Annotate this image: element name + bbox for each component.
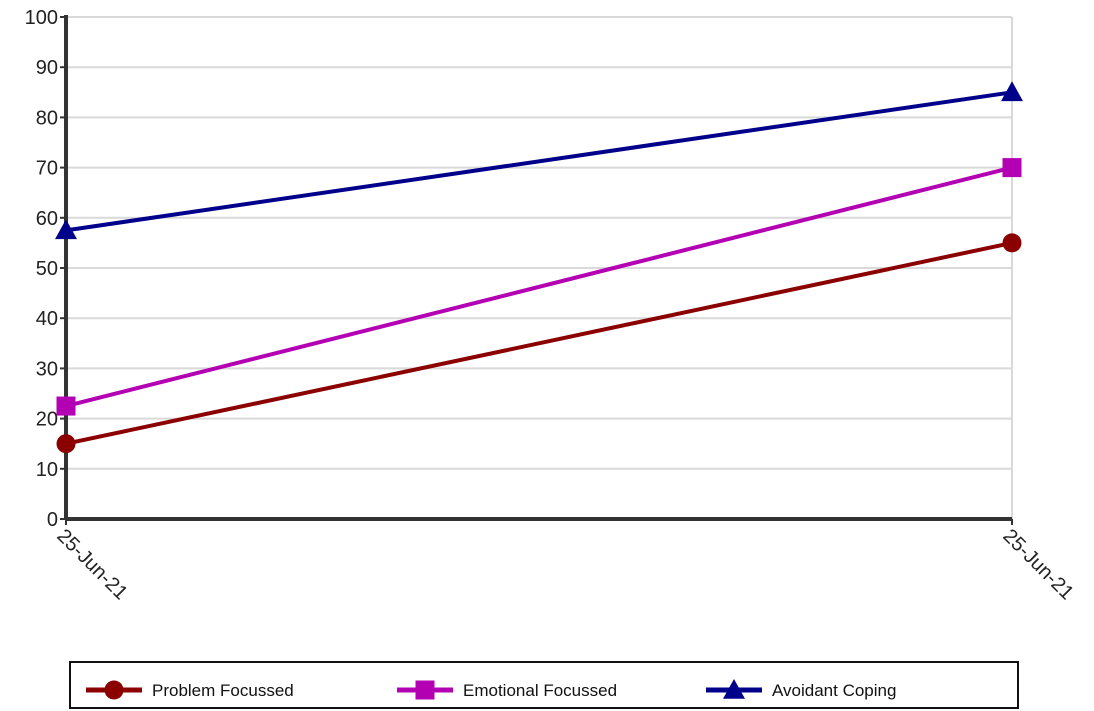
- series-line: [65, 165, 1013, 408]
- y-tick-label: 50: [36, 258, 58, 280]
- y-tick-label: 10: [36, 459, 58, 481]
- series-problem-focussed: [56, 233, 1022, 454]
- legend-marker: [415, 680, 435, 700]
- data-point: [1002, 233, 1022, 253]
- y-axis-ticks: 0 10 20 30 40 50 60 70 80 90 100: [25, 7, 66, 531]
- legend-label: Emotional Focussed: [463, 681, 617, 700]
- legend-box: [69, 661, 1019, 709]
- legend-label: Avoidant Coping: [772, 681, 896, 700]
- series-emotional-focussed: [56, 158, 1022, 416]
- y-tick-label: 20: [36, 409, 58, 431]
- x-tick-label: 25-Jun-21: [998, 525, 1077, 604]
- data-point: [56, 396, 76, 416]
- series: [55, 81, 1023, 454]
- data-point: [56, 434, 76, 454]
- legend: Problem Focussed Emotional Focussed Avoida…: [69, 661, 1019, 709]
- data-point: [1002, 158, 1022, 178]
- y-tick-label: 60: [36, 208, 58, 230]
- grid-lines: [66, 16, 1013, 519]
- legend-label: Problem Focussed: [152, 681, 294, 700]
- legend-item: Emotional Focussed: [397, 680, 617, 700]
- y-tick-label: 40: [36, 308, 58, 330]
- series-avoidant-coping: [55, 81, 1023, 240]
- legend-marker: [723, 679, 745, 699]
- y-tick-label: 100: [25, 7, 58, 29]
- legend-marker: [104, 680, 124, 700]
- series-line: [65, 240, 1013, 446]
- y-tick-label: 80: [36, 107, 58, 129]
- y-tick-label: 70: [36, 158, 58, 180]
- x-axis-ticks: 25-Jun-21 25-Jun-21: [52, 519, 1078, 604]
- data-point: [1001, 81, 1023, 102]
- data-point: [55, 219, 77, 240]
- series-line: [65, 90, 1013, 233]
- legend-item: Avoidant Coping: [706, 679, 896, 700]
- y-tick-label: 30: [36, 358, 58, 380]
- y-tick-label: 0: [47, 509, 58, 531]
- legend-item: Problem Focussed: [86, 680, 294, 700]
- y-tick-label: 90: [36, 57, 58, 79]
- x-tick-label: 25-Jun-21: [52, 525, 131, 604]
